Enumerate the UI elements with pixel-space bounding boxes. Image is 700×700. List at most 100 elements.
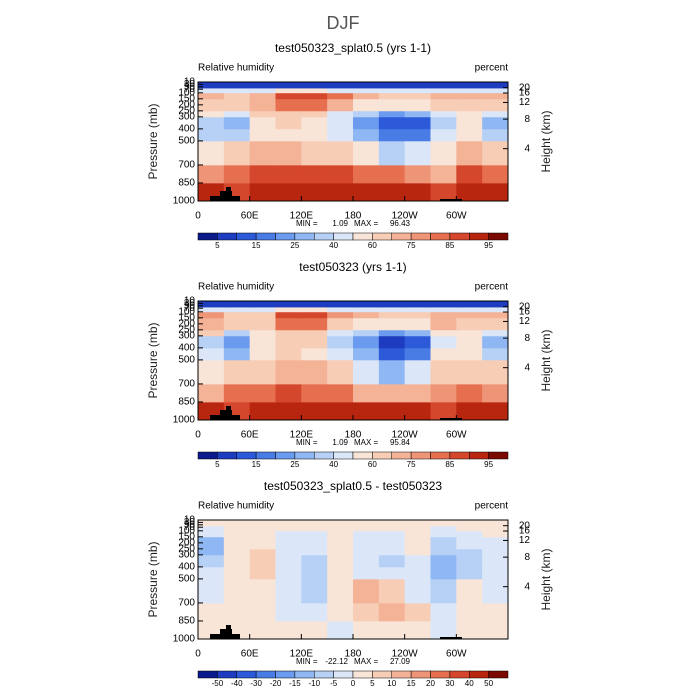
- contour-cell: [353, 164, 380, 184]
- contour-cell: [327, 620, 354, 640]
- contour-cell: [198, 140, 225, 166]
- colorbar-box: [372, 670, 392, 679]
- contour-cell: [404, 98, 431, 112]
- colorbar-label: 5: [215, 241, 220, 250]
- contour-cell: [482, 128, 509, 142]
- contour-cell: [353, 401, 380, 421]
- contour-cell: [404, 116, 431, 130]
- contour-cell: [378, 335, 406, 349]
- max-label: MAX =: [354, 657, 379, 666]
- contour-cell: [456, 602, 483, 622]
- y-tick-label: 50: [184, 81, 196, 92]
- y-axis-label: Pressure (mb): [146, 322, 160, 398]
- contour-cell: [482, 116, 509, 130]
- contour-cell: [482, 307, 509, 313]
- contour-cell: [327, 140, 354, 166]
- contour-cell: [249, 548, 276, 556]
- contour-cell: [198, 602, 225, 622]
- colorbar-label: 15: [252, 460, 261, 469]
- contour-cell: [482, 520, 509, 527]
- figure-title: DJF: [327, 13, 360, 33]
- contour-cell: [378, 301, 406, 308]
- contour-cell: [275, 88, 302, 94]
- contour-cell: [301, 116, 328, 130]
- contour-cell: [275, 311, 302, 319]
- colorbar-box: [469, 670, 489, 679]
- colorbar-label: 15: [252, 241, 261, 250]
- contour-cell: [378, 347, 406, 361]
- y-tick-label: 700: [178, 160, 195, 171]
- contour-cell: [430, 182, 457, 202]
- contour-cell: [275, 620, 302, 640]
- colorbar-label: 85: [445, 460, 454, 469]
- colorbar-box: [217, 670, 237, 679]
- y2-tick-label: 8: [524, 333, 530, 344]
- contour-cell: [275, 347, 302, 361]
- contour-cell: [327, 110, 354, 118]
- contour-cell: [327, 548, 354, 556]
- contour-cell: [301, 566, 328, 580]
- contour-cell: [404, 401, 431, 421]
- contour-cell: [198, 110, 225, 118]
- contour-cell: [482, 602, 509, 622]
- contour-cell: [404, 347, 431, 361]
- contour-cell: [482, 620, 509, 640]
- panel-title: test050323_splat0.5 (yrs 1-1): [275, 41, 431, 55]
- y-tick-label: 500: [178, 355, 195, 366]
- contour-cell: [482, 578, 509, 604]
- contour-cell: [198, 359, 225, 385]
- contour-cell: [482, 566, 509, 580]
- contour-cell: [223, 566, 251, 580]
- contour-cell: [430, 566, 457, 580]
- contour-cell: [327, 98, 354, 112]
- contour-cell: [482, 548, 509, 556]
- contour-cell: [378, 128, 406, 142]
- colorbar-box: [217, 451, 237, 460]
- colorbar-box: [488, 451, 509, 460]
- contour-cell: [378, 307, 406, 313]
- contour-cell: [327, 329, 354, 337]
- contour-cell: [198, 98, 225, 112]
- colorbar-box: [469, 451, 489, 460]
- colorbar-box: [410, 232, 431, 241]
- right-label: percent: [475, 63, 509, 74]
- contour-cell: [456, 335, 483, 349]
- contour-cell: [353, 307, 380, 313]
- contour-cell: [327, 602, 354, 622]
- contour-cell: [353, 140, 380, 166]
- y-tick-label: 700: [178, 379, 195, 390]
- topography: [220, 191, 232, 197]
- colorbar-box: [217, 232, 237, 241]
- contour-cell: [275, 182, 302, 202]
- contour-cell: [456, 401, 483, 421]
- contour-cell: [301, 602, 328, 622]
- colorbar-box: [391, 232, 412, 241]
- contour-cell: [430, 526, 457, 532]
- y-tick-label: 150: [178, 93, 195, 104]
- colorbar-label: 20: [426, 679, 435, 688]
- contour-cell: [404, 383, 431, 403]
- y-tick-label: 70: [184, 303, 196, 314]
- contour-cell: [301, 88, 328, 94]
- contour-cell: [456, 88, 483, 94]
- contour-cell: [275, 82, 302, 89]
- contour-cell: [482, 526, 509, 532]
- contour-cell: [301, 536, 328, 550]
- colorbar-label: 60: [368, 241, 377, 250]
- contour-cell: [301, 554, 328, 568]
- topography: [226, 406, 231, 411]
- contour-cell: [249, 520, 276, 527]
- y-tick-label: 850: [178, 616, 195, 627]
- y2-tick-label: 8: [524, 114, 530, 125]
- contour-cell: [353, 548, 380, 556]
- contour-cell: [223, 554, 251, 568]
- colorbar-label: 40: [329, 241, 338, 250]
- contour-cell: [301, 110, 328, 118]
- colorbar-label: 75: [407, 460, 416, 469]
- contour-cell: [378, 82, 406, 89]
- contour-cell: [456, 383, 483, 403]
- contour-cell: [275, 536, 302, 550]
- contour-cell: [249, 116, 276, 130]
- contour-cell: [482, 347, 509, 361]
- contour-cell: [301, 128, 328, 142]
